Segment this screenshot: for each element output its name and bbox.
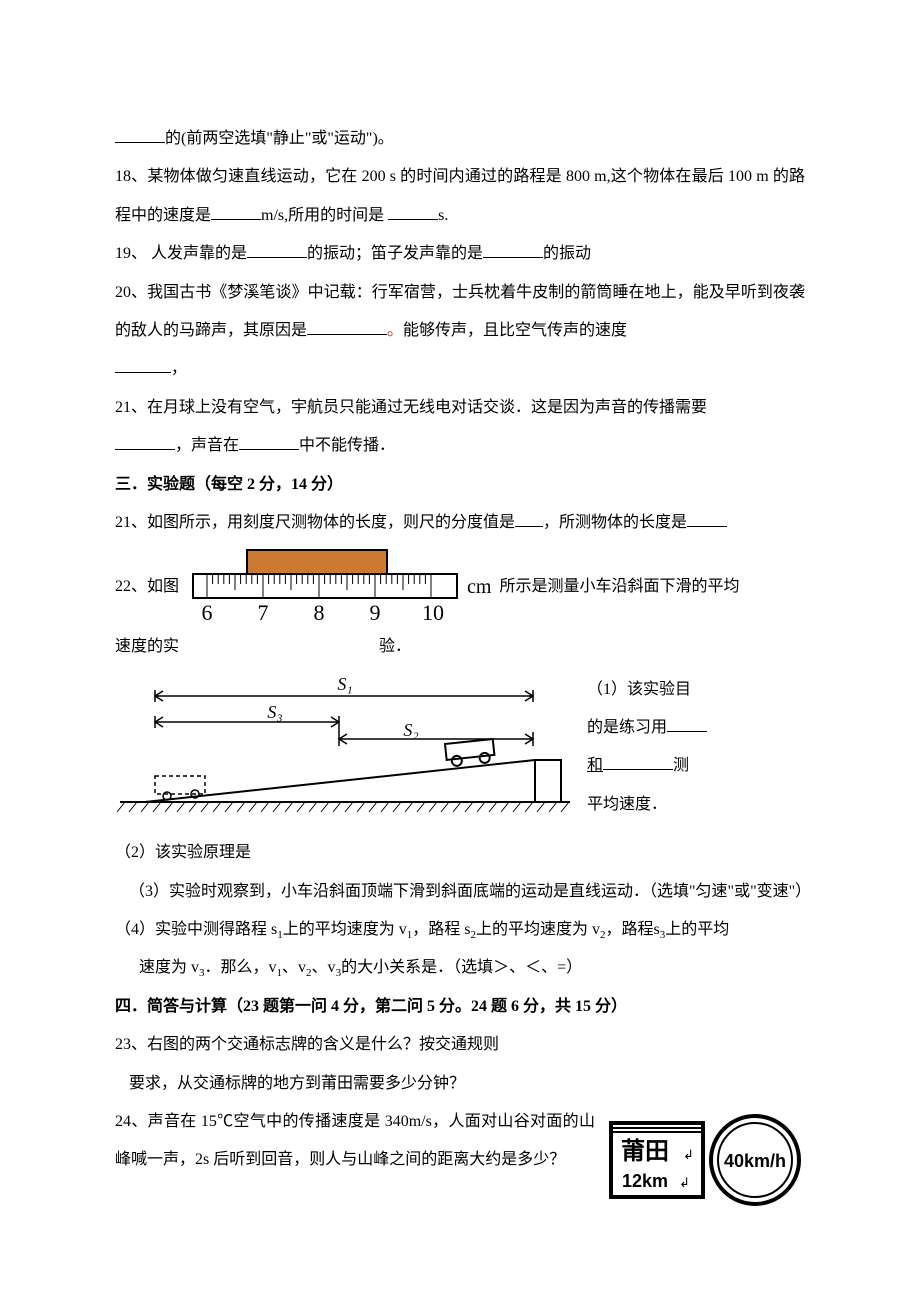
q22-2: （2）该实验原理是 bbox=[115, 834, 805, 872]
svg-text:↲: ↲ bbox=[683, 1147, 694, 1162]
text: 19、 人发声靠的是 bbox=[115, 245, 247, 262]
text: 23、右图的两个交通标志牌的含义是什么？按交通规则 bbox=[115, 1036, 499, 1053]
blank bbox=[667, 715, 707, 732]
q21b: 21、如图所示，用刻度尺测物体的长度，则尺的分度值是 ，所测物体的长度是 bbox=[115, 504, 805, 542]
text: 24、声音在 15℃空气中的传播速度是 340m/s，人面对山谷对面的山峰喊一声… bbox=[115, 1113, 595, 1168]
text: 验． bbox=[379, 628, 411, 666]
q17-tail: 的(前两空选填"静止"或"运动")。 bbox=[115, 120, 805, 158]
text: 能够传声，且比空气传声的速度 bbox=[403, 322, 627, 339]
q21a: 21、在月球上没有空气，宇航员只能通过无线电对话交谈．这是因为声音的传播需要 bbox=[115, 389, 805, 427]
q24-text: 24、声音在 15℃空气中的传播速度是 340m/s，人面对山谷对面的山峰喊一声… bbox=[115, 1103, 595, 1180]
ruler-diagram: 6 7 8 9 10 bbox=[187, 548, 463, 626]
marker-icon: 。 bbox=[387, 322, 403, 339]
line: 和测 bbox=[587, 747, 707, 785]
text: 上的平均速度为 v bbox=[283, 921, 407, 938]
text: 和 bbox=[587, 757, 603, 774]
q24-row: 24、声音在 15℃空气中的传播速度是 340m/s，人面对山谷对面的山峰喊一声… bbox=[115, 1103, 805, 1223]
blank bbox=[483, 241, 543, 258]
text: （1）该实验目 bbox=[587, 671, 707, 709]
ramp-diagram: S₁ S₃ S₂ bbox=[115, 672, 575, 822]
text: 的振动；笛子发声靠的是 bbox=[307, 245, 483, 262]
svg-text:7: 7 bbox=[258, 600, 269, 625]
blank bbox=[115, 433, 175, 450]
sign-dist: 12km bbox=[622, 1171, 668, 1191]
text: 测 bbox=[673, 757, 689, 774]
text: 速度的实 bbox=[115, 628, 179, 666]
text: 的(前两空选填"静止"或"运动")。 bbox=[165, 130, 394, 147]
text: 22、如图 bbox=[115, 568, 179, 606]
svg-text:8: 8 bbox=[314, 600, 325, 625]
text: （3）实验时观察到，小车沿斜面顶端下滑到斜面底端的运动是直线运动．（选填"匀速"… bbox=[129, 883, 811, 900]
text: ， bbox=[171, 360, 187, 377]
blank bbox=[115, 356, 171, 373]
text: 三．实验题（每空 2 分，14 分） bbox=[115, 476, 343, 493]
q21a-tail: ，声音在 中不能传播． bbox=[115, 427, 805, 465]
sign-speed: 40km/h bbox=[724, 1151, 786, 1171]
svg-text:↲: ↲ bbox=[679, 1175, 690, 1190]
text: 上的平均 bbox=[665, 921, 729, 938]
q22-3: （3）实验时观察到，小车沿斜面顶端下滑到斜面底端的运动是直线运动．（选填"匀速"… bbox=[115, 873, 805, 911]
q20-tail: ， bbox=[115, 350, 805, 388]
text: 21、如图所示，用刻度尺测物体的长度，则尺的分度值是 bbox=[115, 514, 515, 531]
text: ，路程 s bbox=[412, 921, 470, 938]
svg-text:S₂: S₂ bbox=[403, 720, 418, 740]
section-4-title: 四．简答与计算（23 题第一问 4 分，第二问 5 分。24 题 6 分，共 1… bbox=[115, 988, 805, 1026]
q22-row2: 速度的实 验． bbox=[115, 628, 805, 666]
text: 所示是测量小车沿斜面下滑的平均 bbox=[499, 568, 739, 606]
svg-text:10: 10 bbox=[422, 600, 444, 625]
blank bbox=[211, 203, 261, 220]
blank bbox=[515, 510, 543, 527]
blank bbox=[239, 433, 299, 450]
blank bbox=[307, 318, 387, 335]
svg-text:9: 9 bbox=[370, 600, 381, 625]
q22-sub1-right: （1）该实验目 的是练习用 和测 平均速度． bbox=[575, 671, 707, 825]
text: ，路程s bbox=[606, 921, 660, 938]
ramp-row: S₁ S₃ S₂ （1）该实验目 的是练习用 和测 bbox=[115, 671, 805, 825]
section-3-title: 三．实验题（每空 2 分，14 分） bbox=[115, 466, 805, 504]
text: 的大小关系是．（选填＞、＜、=） bbox=[341, 959, 582, 976]
text: 上的平均速度为 v bbox=[476, 921, 600, 938]
text: （2）该实验原理是 bbox=[115, 844, 251, 861]
text: （4）实验中测得路程 s bbox=[115, 921, 277, 938]
sign-city: 莆田 bbox=[621, 1138, 669, 1165]
text: 四．简答与计算（23 题第一问 4 分，第二问 5 分。24 题 6 分，共 1… bbox=[115, 998, 627, 1015]
q19: 19、 人发声靠的是 的振动；笛子发声靠的是 的振动 bbox=[115, 235, 805, 273]
q23-b: 要求，从交通标牌的地方到莆田需要多少分钟？ bbox=[115, 1065, 805, 1103]
text: 要求，从交通标牌的地方到莆田需要多少分钟？ bbox=[129, 1075, 465, 1092]
blank bbox=[388, 203, 438, 220]
text: 、v bbox=[312, 959, 336, 976]
text: s. bbox=[438, 207, 448, 224]
svg-text:S₁: S₁ bbox=[337, 674, 352, 694]
blank bbox=[687, 510, 727, 527]
text: ，所测物体的长度是 bbox=[543, 514, 687, 531]
text: ．那么，v bbox=[205, 959, 277, 976]
text: 的振动 bbox=[543, 245, 591, 262]
text: 21、在月球上没有空气，宇航员只能通过无线电对话交谈．这是因为声音的传播需要 bbox=[115, 399, 707, 416]
text: ，声音在 bbox=[175, 437, 239, 454]
text: m/s,所用的时间是 bbox=[261, 207, 384, 224]
traffic-signs: 莆田 ↲ 12km ↲ 40km/h bbox=[605, 1103, 805, 1223]
text: 中不能传播． bbox=[299, 437, 395, 454]
svg-text:S₃: S₃ bbox=[267, 702, 282, 722]
svg-text:6: 6 bbox=[202, 600, 213, 625]
q22-4: （4）实验中测得路程 s1上的平均速度为 v1，路程 s2上的平均速度为 v2，… bbox=[115, 911, 805, 949]
q23-a: 23、右图的两个交通标志牌的含义是什么？按交通规则 bbox=[115, 1026, 805, 1064]
text: 平均速度． bbox=[587, 786, 707, 824]
blank bbox=[603, 753, 673, 770]
blank bbox=[247, 241, 307, 258]
q22-row1: 22、如图 6 7 8 9 10 cm 所 bbox=[115, 548, 805, 626]
blank bbox=[115, 126, 165, 143]
text: 的是练习用 bbox=[587, 719, 667, 736]
q18: 18、某物体做匀速直线运动，它在 200 s 的时间内通过的路程是 800 m,… bbox=[115, 158, 805, 235]
q22-4b: 速度为 v3．那么，v1、v2、v3的大小关系是．（选填＞、＜、=） bbox=[115, 949, 805, 987]
line: 的是练习用 bbox=[587, 709, 707, 747]
q20: 20、我国古书《梦溪笔谈》中记载：行军宿营，士兵枕着牛皮制的箭筒睡在地上，能及早… bbox=[115, 274, 805, 351]
page: 的(前两空选填"静止"或"运动")。 18、某物体做匀速直线运动，它在 200 … bbox=[0, 0, 920, 1303]
ruler-unit: cm bbox=[467, 563, 491, 611]
text: 速度为 v bbox=[139, 959, 199, 976]
text: 、v bbox=[282, 959, 306, 976]
